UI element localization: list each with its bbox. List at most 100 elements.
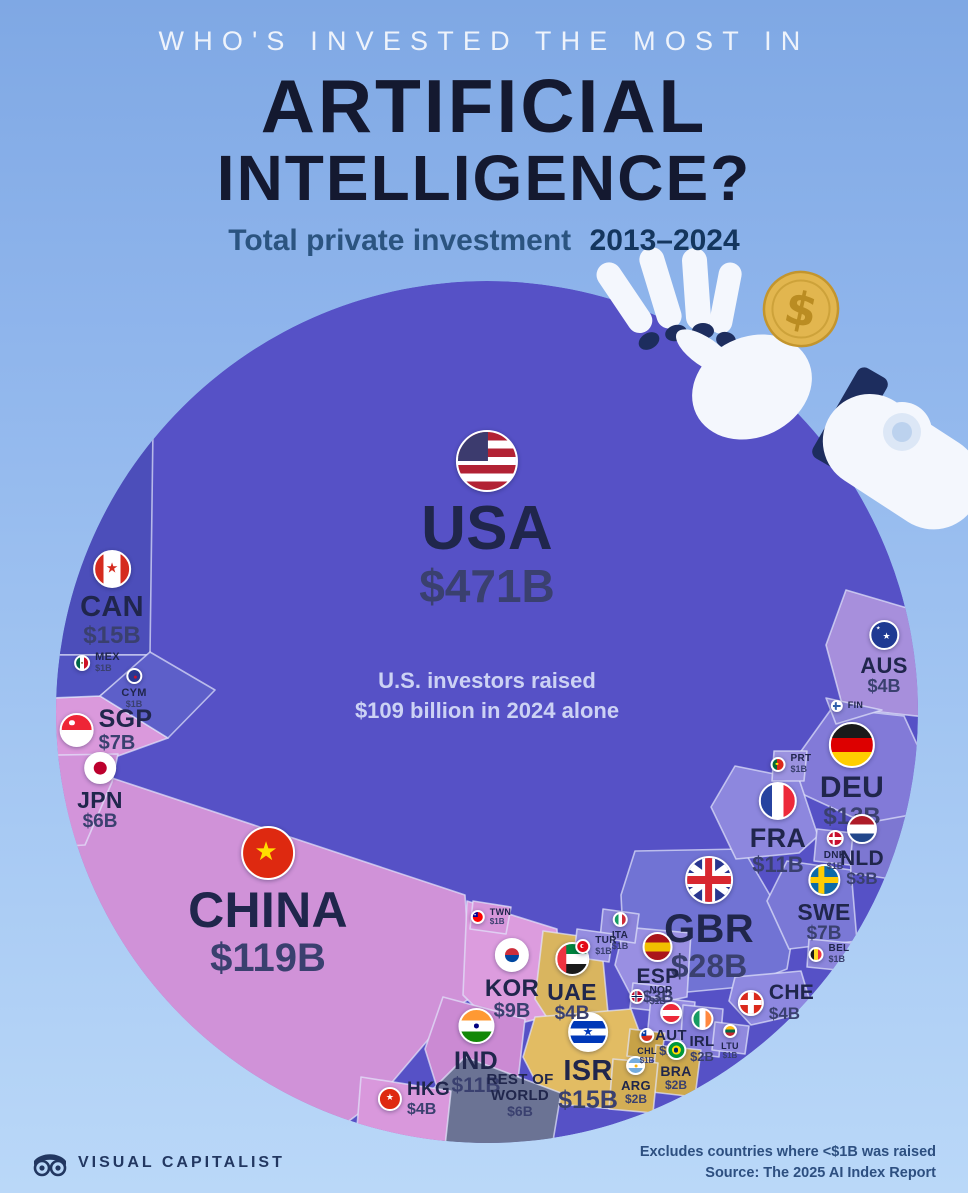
aus-value: $4B (867, 676, 901, 697)
bel-flag-icon (808, 946, 824, 962)
sgp-label: SGP (98, 705, 153, 733)
subtitle-text: Total private investment (228, 224, 572, 257)
uae-label: UAE (547, 979, 597, 1005)
jpn-flag-icon (84, 752, 116, 784)
cell-label-arg: ARG $2B (621, 1056, 651, 1105)
cell-label-uae: UAE $4B (547, 942, 596, 1025)
can-flag-icon: ★ (92, 550, 131, 588)
ind-value: $11B (451, 1073, 501, 1097)
nld-flag-icon (847, 814, 877, 844)
prt-label: PRT (790, 753, 812, 764)
mex-flag-icon (74, 654, 91, 671)
mex-value: $1B (95, 662, 112, 673)
visual-capitalist-brand: VISUAL CAPITALIST (32, 1149, 285, 1177)
hkg-value: $4B (406, 1100, 437, 1118)
header: WHO'S INVESTED THE MOST IN ARTIFICIAL IN… (0, 26, 968, 258)
chn-label: CHINA (188, 882, 348, 938)
ltu-value: $1B (722, 1050, 738, 1060)
swe-value: $7B (806, 923, 842, 945)
dnk-value: $1B (826, 860, 844, 871)
row-label: REST OF WORLD (486, 1071, 554, 1104)
cell-label-aus: ★ ★ AUS $4B (860, 620, 907, 696)
cell-label-gbr: GBR $28B (664, 856, 754, 984)
cell-label-hkg: ★ HKG $4B (377, 1079, 451, 1118)
cell-label-jpn: JPN $6B (77, 752, 123, 833)
cell-label-che: CHE $4B (737, 981, 814, 1023)
cell-label-usa: USA $471B U.S. investors raised $109 bil… (355, 430, 619, 726)
chl-flag-icon: ★ (639, 1028, 655, 1043)
jpn-label: JPN (77, 787, 123, 813)
cell-label-fin: FIN (830, 700, 863, 712)
twn-label: TWN (489, 907, 512, 917)
hkg-label: HKG (406, 1079, 451, 1100)
hkg-flag-icon: ★ (377, 1086, 402, 1111)
ita-label: ITA (611, 930, 629, 941)
usa-value: $471B (419, 559, 555, 612)
cell-aus (825, 589, 918, 723)
binoculars-icon (33, 1153, 67, 1177)
ind-label: IND (454, 1047, 498, 1075)
cell-label-tur: TUR $1B (575, 935, 617, 957)
aut-label: AUT (655, 1027, 687, 1044)
page-title-line1: ARTIFICIAL (260, 64, 708, 148)
cym-value: $1B (125, 698, 143, 709)
prt-value: $1B (790, 763, 808, 774)
cell-label-twn: TWN $1B (470, 907, 512, 926)
subtitle: Total private investment 2013–2024 (0, 224, 968, 258)
fin-flag-icon (830, 700, 843, 712)
arg-flag-icon (626, 1056, 646, 1075)
kor-value: $9B (493, 1000, 531, 1023)
nld-value: $3B (846, 869, 878, 889)
cell-label-ind: IND $11B (451, 1008, 501, 1097)
deu-label: DEU (819, 771, 885, 804)
nld-label: NLD (839, 847, 885, 870)
cell-label-ltu: LTU $1B (721, 1024, 739, 1060)
fra-label: FRA (749, 823, 807, 853)
bra-value: $2B (664, 1077, 688, 1092)
ita-flag-icon (612, 912, 628, 927)
cym-flag-icon (125, 668, 142, 684)
bel-value: $1B (828, 953, 846, 964)
cell-ltu (711, 1021, 750, 1055)
cell-label-fra: FRA $11B (750, 782, 806, 876)
kor-label: KOR (484, 975, 540, 1002)
irl-flag-icon (690, 1008, 713, 1030)
cell-label-sgp: SGP $7B (59, 705, 153, 755)
swe-label: SWE (797, 899, 851, 925)
aus-flag-icon: ★ ★ (868, 620, 899, 650)
twn-value: $1B (489, 916, 505, 926)
twn-flag-icon (470, 910, 485, 925)
cell-label-swe: SWE $7B (797, 864, 850, 945)
aus-label: AUS (860, 653, 908, 678)
cell-label-row: REST OF WORLD $6B (486, 1072, 553, 1119)
nor-flag-icon (629, 988, 645, 1004)
title-kicker: WHO'S INVESTED THE MOST IN (158, 26, 810, 56)
chl-value: $1B (639, 1055, 655, 1065)
irl-value: $2B (690, 1048, 714, 1064)
bel-label: BEL (828, 943, 850, 954)
chn-value: $119B (210, 936, 326, 980)
cell-label-bra: BRA $2B (660, 1040, 691, 1092)
cell-label-cym: CYM $1B (121, 668, 146, 709)
arg-value: $2B (624, 1091, 648, 1106)
esp-value: $3B (642, 987, 674, 1007)
gbr-label: GBR (664, 907, 754, 951)
che-value: $4B (768, 1003, 801, 1023)
chl-label: CHL (637, 1046, 657, 1056)
jpn-value: $6B (82, 811, 118, 833)
mex-label: MEX (95, 651, 120, 663)
robot-arm-graphic: $ (596, 247, 968, 530)
cell-label-nor: NOR $1B (629, 985, 672, 1007)
cell-label-irl: IRL $2B (689, 1008, 714, 1064)
cell-label-prt: PRT $1B (770, 753, 812, 775)
tur-label: TUR (595, 935, 617, 946)
brand-name: VISUAL CAPITALIST (78, 1153, 285, 1171)
ltu-flag-icon (722, 1024, 737, 1038)
fra-flag-icon (758, 782, 797, 820)
row-value: $6B (507, 1102, 533, 1119)
cell-label-bel: BEL $1B (808, 943, 850, 965)
usa-annotation-line1: U.S. investors raised (378, 668, 596, 694)
cell-label-isr: ★ ISR $15B (558, 1012, 618, 1113)
